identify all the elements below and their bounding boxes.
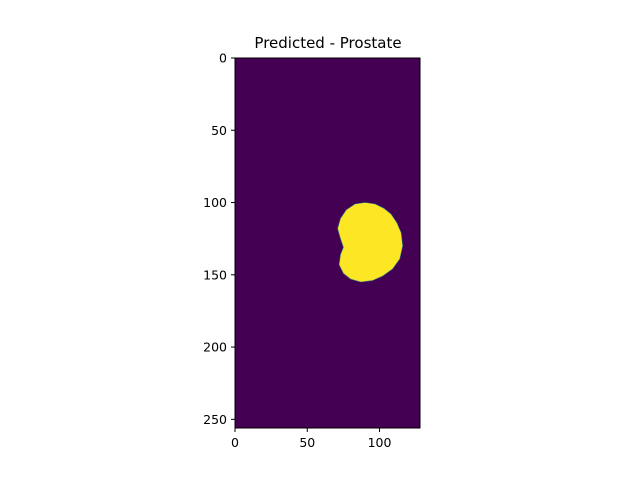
y-tick-label: 50 bbox=[211, 123, 227, 138]
x-tick-label: 50 bbox=[299, 435, 315, 450]
image-layer bbox=[235, 58, 420, 428]
chart-title: Predicted - Prostate bbox=[254, 34, 401, 52]
axes-layer: 0 50 100 0 50 100 150 200 250 bbox=[203, 51, 421, 450]
y-tick-label: 100 bbox=[203, 195, 227, 210]
prostate-mask-region bbox=[337, 202, 404, 283]
y-tick-label: 0 bbox=[219, 51, 227, 66]
y-tick-label: 200 bbox=[203, 340, 227, 355]
x-tick-label: 100 bbox=[368, 435, 392, 450]
y-tick-label: 150 bbox=[203, 267, 227, 282]
y-tick-label: 250 bbox=[203, 412, 227, 427]
x-tick-label: 0 bbox=[231, 435, 239, 450]
axes-frame bbox=[234, 57, 421, 429]
